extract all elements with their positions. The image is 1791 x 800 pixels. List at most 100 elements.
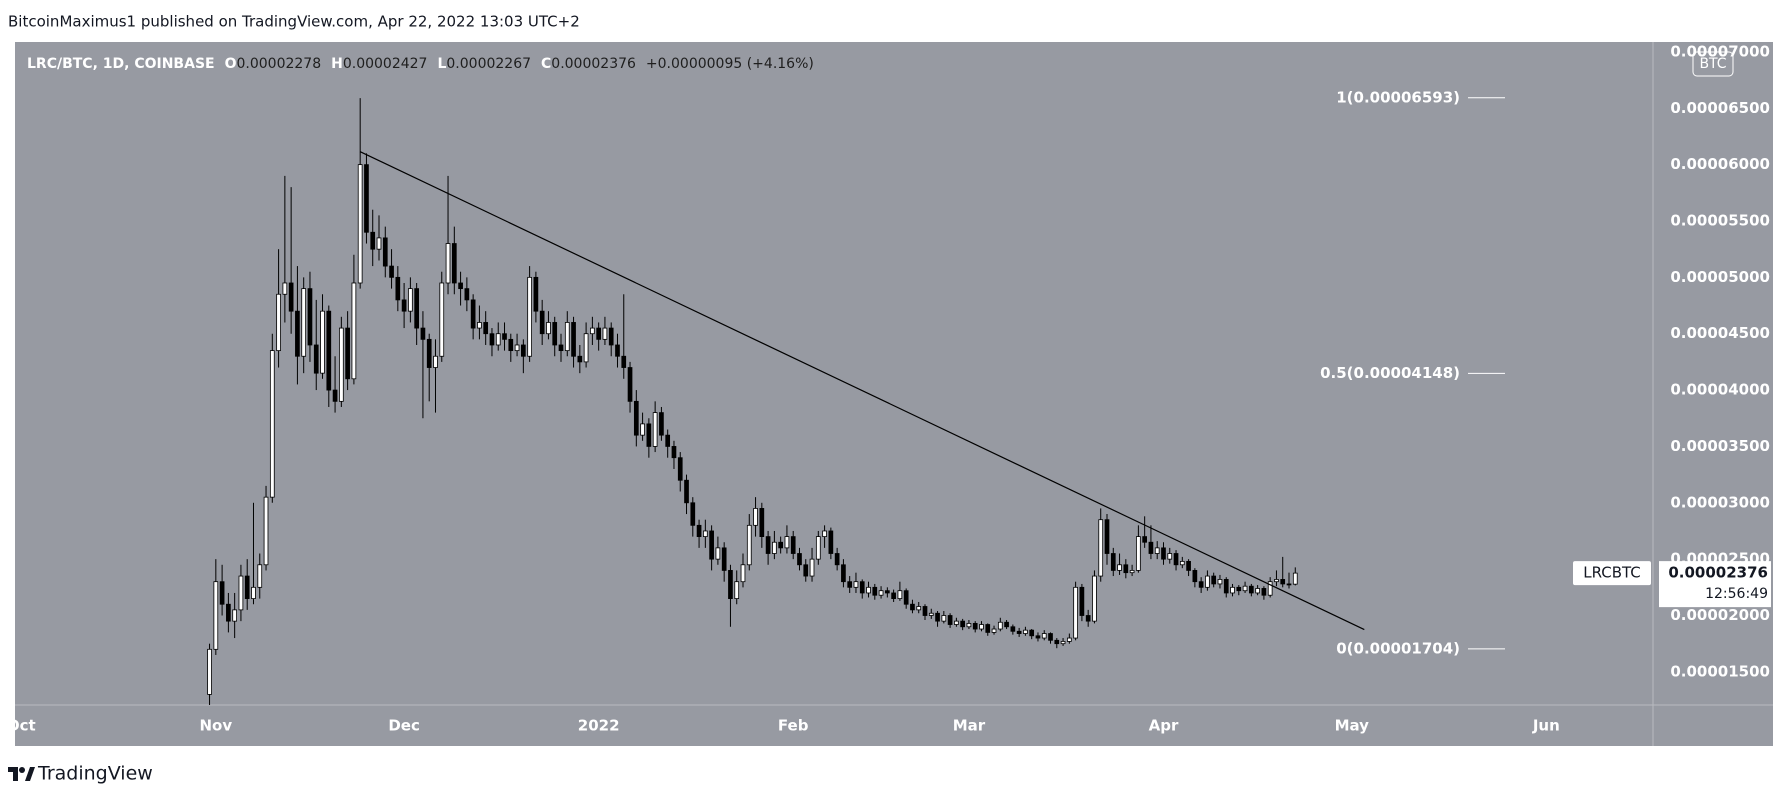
candle-body [715,547,721,560]
candle-body [621,355,627,368]
candle-body [652,412,658,447]
candle-body [1029,629,1035,637]
symbol-label: LRCBTC [1583,564,1641,582]
candle-body [1004,621,1009,628]
candle-body [696,524,702,538]
x-tick-label: Feb [778,717,809,735]
candle-body [1048,633,1053,641]
candle-body [269,350,275,498]
candle-body [552,322,558,346]
candle-body [891,592,896,599]
candle-body [408,288,413,312]
overlay: 1(0.00006593) 0.5(0.00004148) 0(0.00001704… [27,51,1771,657]
header: BitcoinMaximus1 published on TradingView… [8,13,580,31]
candle-body [414,288,420,329]
candle-body [1192,570,1198,583]
candle-body [326,310,332,391]
candle-body [633,400,639,436]
candle-body [803,564,809,577]
x-tick-label: Mar [953,717,986,735]
candle-body [502,333,507,340]
candle-body [910,603,915,611]
candle-body [916,606,922,611]
candle-body [1142,536,1148,543]
candle-body [991,628,997,633]
candle-body [439,282,445,357]
x-tick-label: Dec [388,717,420,735]
candle-body [477,322,482,329]
candle-body [1016,630,1022,634]
candle-body [997,621,1003,630]
y-tick-label: 0.00005500 [1670,211,1770,229]
candle-body [1286,583,1292,586]
candle-body [558,344,564,352]
candle-body [533,276,539,312]
candle-body [351,282,357,380]
candle-body [1161,547,1166,560]
candle-body [702,530,708,538]
candle-body [671,446,677,459]
candle-body [577,355,583,363]
fib-level-label: 0(0.00001704) [1336,639,1460,657]
y-tick-label: 0.00004000 [1670,381,1770,399]
candle-body [728,570,733,599]
candle-body [458,282,463,290]
symbol-box [1573,561,1651,586]
candle-body [684,479,689,504]
candle-body [1054,639,1060,645]
candle-body [1104,519,1110,554]
candle-body [1154,547,1160,554]
candle-body [1255,588,1260,594]
fib-level-label: 1(0.00006593) [1336,88,1460,106]
candle-body [376,237,382,250]
candle-body [646,423,652,447]
candle-body [677,457,683,481]
candle-body [1267,581,1273,596]
y-tick-label: 0.00003000 [1670,493,1770,511]
candle-body [721,547,727,571]
candle-body [1129,570,1135,574]
candle-body [1073,586,1078,639]
candle-body [514,344,520,352]
candle-body [903,590,909,605]
candle-body [960,620,966,628]
candle-body [853,581,859,588]
y-tick-label: 0.00007000 [1670,42,1770,60]
legend-value: 0.00002427 [343,56,428,72]
candle-body [596,327,602,340]
candle-body [627,367,633,402]
ohlc-legend: LRC/BTC, 1D, COINBASE O0.00002278 H0.00002… [27,56,814,72]
candle-body [1292,572,1298,585]
currency-badge [1692,51,1734,77]
candle-body [483,322,489,335]
candle-body [740,564,746,583]
candle-body [1023,629,1028,634]
candle-body [608,327,614,346]
candle-body [332,389,338,402]
x-tick-label: 2022 [578,717,620,735]
candle-body [338,327,344,402]
candle-body [282,282,288,295]
candle-body [1248,585,1254,594]
y-tick-label: 0.00001500 [1670,662,1770,680]
candle-body [1010,626,1016,632]
candle-body [847,581,853,588]
candle-body [778,541,784,549]
legend-value: 0.00002376 [551,56,636,72]
candle-body [251,586,256,599]
y-tick-label: 0.00004500 [1670,324,1770,342]
x-tick-label: Nov [200,717,233,735]
candle-body [941,615,947,622]
candle-body [426,338,432,368]
candle-body [307,288,313,346]
candle-body [226,603,231,622]
candle-body [1066,637,1072,642]
candle-body [1211,575,1217,585]
candle-body [640,423,645,436]
x-tick-label: Jun [1532,717,1560,735]
candle-body [1136,536,1141,571]
candle-body [345,327,350,380]
candle-body [207,648,212,695]
footer-brand: TradingView [37,763,153,785]
